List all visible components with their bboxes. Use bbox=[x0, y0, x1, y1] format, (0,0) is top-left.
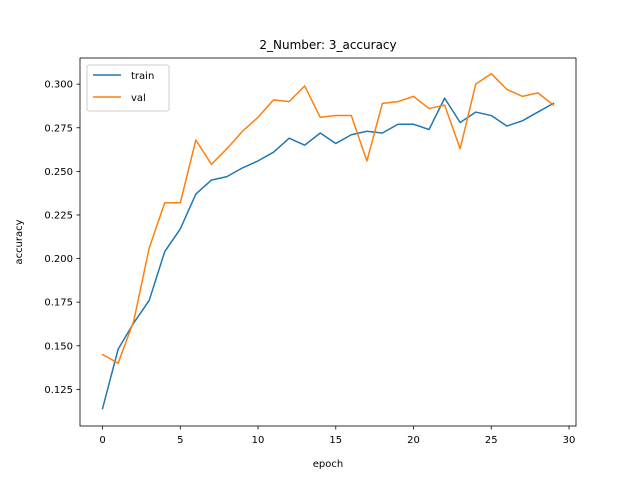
y-tick-label: 0.225 bbox=[44, 210, 73, 221]
y-tick-label: 0.200 bbox=[44, 254, 73, 265]
x-tick-label: 5 bbox=[177, 435, 183, 446]
series-line-train bbox=[101, 97, 555, 410]
x-tick-label: 30 bbox=[563, 435, 576, 446]
x-tick-label: 0 bbox=[99, 435, 105, 446]
y-tick-label: 0.150 bbox=[44, 341, 73, 352]
y-tick-label: 0.175 bbox=[44, 298, 73, 309]
y-axis-label: accuracy bbox=[14, 219, 25, 264]
chart-title: 2_Number: 3_accuracy bbox=[259, 38, 396, 52]
x-tick-label: 15 bbox=[329, 435, 342, 446]
plot-frame bbox=[79, 57, 577, 427]
x-tick-label: 25 bbox=[485, 435, 498, 446]
y-tick-label: 0.300 bbox=[44, 80, 73, 91]
y-tick-label: 0.125 bbox=[44, 385, 73, 396]
x-axis: 0 5 10 15 20 25 30 bbox=[99, 426, 575, 446]
legend-box bbox=[86, 64, 170, 112]
x-axis-label: epoch bbox=[313, 459, 343, 470]
x-tick-label: 20 bbox=[407, 435, 420, 446]
y-axis: 0.125 0.150 0.175 0.200 0.225 0.250 0.275 0.300 bbox=[44, 80, 80, 396]
y-tick-label: 0.275 bbox=[44, 123, 73, 134]
x-tick-label: 10 bbox=[252, 435, 265, 446]
y-tick-label: 0.250 bbox=[44, 167, 73, 178]
series-layer bbox=[101, 72, 555, 410]
legend-val-label: val bbox=[131, 93, 146, 104]
legend-train-label: train bbox=[131, 71, 154, 82]
legend: train val bbox=[86, 64, 170, 112]
series-line-val bbox=[101, 72, 555, 364]
